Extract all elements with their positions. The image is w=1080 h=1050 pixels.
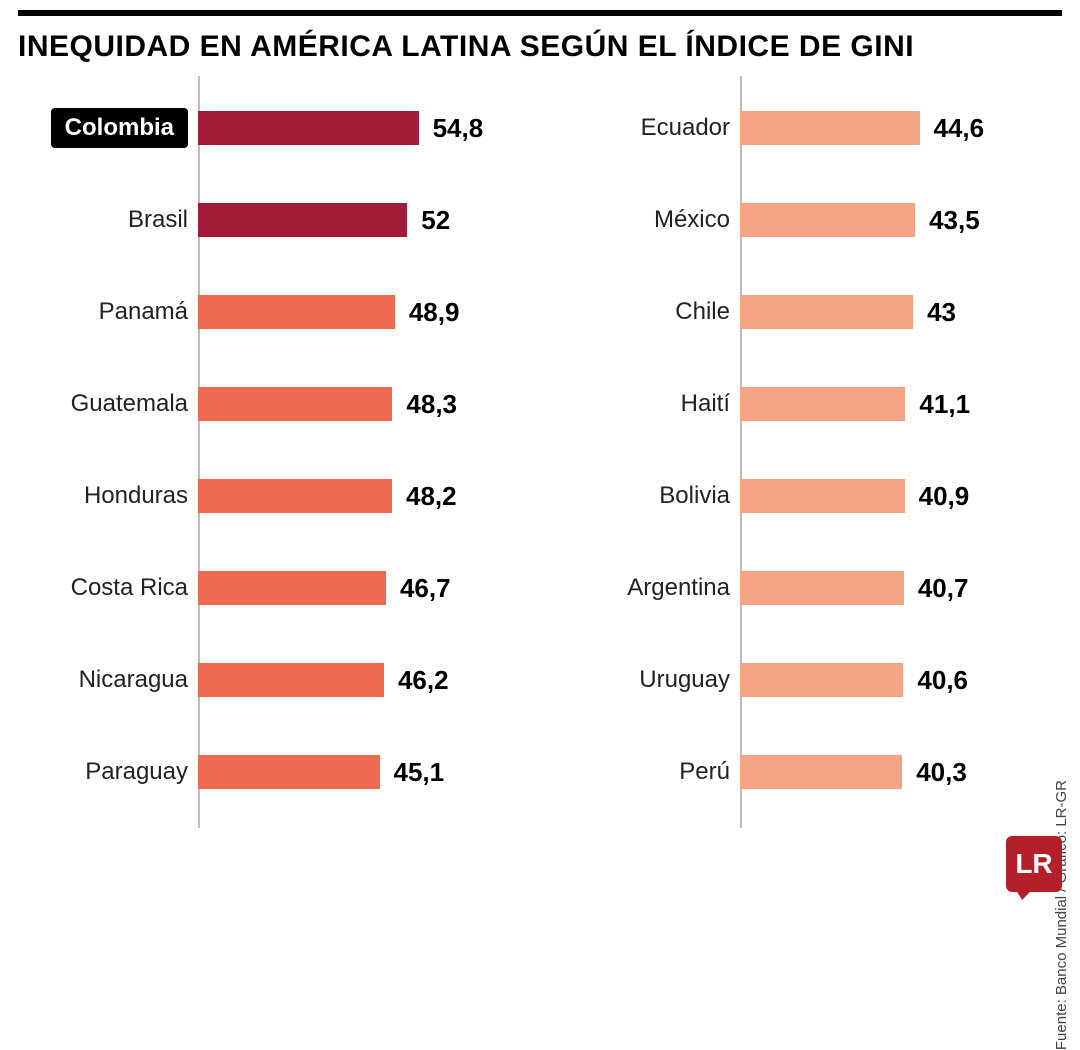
bar-row: Uruguay 40,6 bbox=[560, 634, 1062, 726]
bar-cell: 43 bbox=[740, 295, 1062, 329]
country-label: Colombia bbox=[18, 108, 198, 148]
bar-row: México 43,5 bbox=[560, 174, 1062, 266]
country-label: Guatemala bbox=[18, 390, 198, 418]
bar bbox=[198, 111, 419, 145]
bar bbox=[740, 203, 915, 237]
bar bbox=[740, 387, 905, 421]
bar-value: 46,2 bbox=[398, 665, 449, 696]
bar bbox=[740, 111, 920, 145]
country-label: Panamá bbox=[18, 298, 198, 326]
bar-value: 52 bbox=[421, 205, 450, 236]
bar-row: Panamá 48,9 bbox=[18, 266, 520, 358]
bar-value: 48,9 bbox=[409, 297, 460, 328]
bar-cell: 40,7 bbox=[740, 571, 1062, 605]
axis-tick bbox=[740, 818, 742, 828]
country-label: Honduras bbox=[18, 482, 198, 510]
bar-cell: 43,5 bbox=[740, 203, 1062, 237]
bar bbox=[198, 203, 407, 237]
bar-cell: 40,3 bbox=[740, 755, 1062, 789]
bar-value: 41,1 bbox=[919, 389, 970, 420]
bar-cell: 48,3 bbox=[198, 387, 520, 421]
bar-value: 54,8 bbox=[433, 113, 484, 144]
country-label: Argentina bbox=[560, 574, 740, 602]
bar-value: 40,3 bbox=[916, 757, 967, 788]
bar bbox=[198, 387, 392, 421]
country-label: Nicaragua bbox=[18, 666, 198, 694]
bar-cell: 54,8 bbox=[198, 111, 520, 145]
bar bbox=[198, 295, 395, 329]
bar bbox=[198, 571, 386, 605]
bar bbox=[740, 295, 913, 329]
country-label: Uruguay bbox=[560, 666, 740, 694]
country-label: Paraguay bbox=[18, 758, 198, 786]
bar-cell: 40,6 bbox=[740, 663, 1062, 697]
country-label-highlight: Colombia bbox=[51, 108, 188, 148]
bar-cell: 46,7 bbox=[198, 571, 520, 605]
bar-cell: 45,1 bbox=[198, 755, 520, 789]
bar-value: 45,1 bbox=[394, 757, 445, 788]
bar-row: Brasil 52 bbox=[18, 174, 520, 266]
bar bbox=[740, 755, 902, 789]
source-credit: Fuente: Banco Mundial / Gráfico: LR-GR bbox=[1053, 780, 1070, 1050]
bar-row: Haití 41,1 bbox=[560, 358, 1062, 450]
country-label: México bbox=[560, 206, 740, 234]
bar-row: Argentina 40,7 bbox=[560, 542, 1062, 634]
bar-cell: 41,1 bbox=[740, 387, 1062, 421]
bar bbox=[198, 663, 384, 697]
country-label: Ecuador bbox=[560, 114, 740, 142]
bar-row: Guatemala 48,3 bbox=[18, 358, 520, 450]
bar-row: Perú 40,3 bbox=[560, 726, 1062, 818]
bar bbox=[740, 479, 905, 513]
chart-column-right: Ecuador 44,6 México 43,5 Chile 43 Haití 41,1 Bol… bbox=[560, 82, 1062, 818]
bar-row: Nicaragua 46,2 bbox=[18, 634, 520, 726]
bar-value: 46,7 bbox=[400, 573, 451, 604]
chart-area: Colombia 54,8 Brasil 52 Panamá 48,9 Guatemala 4… bbox=[0, 82, 1080, 818]
bar-row: Ecuador 44,6 bbox=[560, 82, 1062, 174]
country-label: Brasil bbox=[18, 206, 198, 234]
country-label: Chile bbox=[560, 298, 740, 326]
bar-cell: 46,2 bbox=[198, 663, 520, 697]
bar-row: Chile 43 bbox=[560, 266, 1062, 358]
bar-cell: 44,6 bbox=[740, 111, 1062, 145]
chart-title: INEQUIDAD EN AMÉRICA LATINA SEGÚN EL ÍND… bbox=[0, 16, 1080, 82]
bar-value: 43,5 bbox=[929, 205, 980, 236]
publisher-logo: LR bbox=[1006, 836, 1062, 892]
bar bbox=[740, 571, 904, 605]
bar-row: Colombia 54,8 bbox=[18, 82, 520, 174]
bar-row: Honduras 48,2 bbox=[18, 450, 520, 542]
bar-cell: 40,9 bbox=[740, 479, 1062, 513]
bar-value: 40,6 bbox=[917, 665, 968, 696]
bar bbox=[740, 663, 903, 697]
bar-row: Bolivia 40,9 bbox=[560, 450, 1062, 542]
country-label: Costa Rica bbox=[18, 574, 198, 602]
bar-cell: 48,2 bbox=[198, 479, 520, 513]
bar-value: 48,2 bbox=[406, 481, 457, 512]
bar-value: 44,6 bbox=[934, 113, 985, 144]
bar bbox=[198, 755, 380, 789]
bar-row: Paraguay 45,1 bbox=[18, 726, 520, 818]
country-label: Haití bbox=[560, 390, 740, 418]
bar-value: 43 bbox=[927, 297, 956, 328]
bar bbox=[198, 479, 392, 513]
axis-tick bbox=[198, 818, 200, 828]
bar-value: 40,7 bbox=[918, 573, 969, 604]
country-label: Bolivia bbox=[560, 482, 740, 510]
bar-value: 48,3 bbox=[406, 389, 457, 420]
chart-column-left: Colombia 54,8 Brasil 52 Panamá 48,9 Guatemala 4… bbox=[18, 82, 520, 818]
bar-row: Costa Rica 46,7 bbox=[18, 542, 520, 634]
publisher-logo-text: LR bbox=[1015, 848, 1052, 880]
bar-value: 40,9 bbox=[919, 481, 970, 512]
bar-cell: 52 bbox=[198, 203, 520, 237]
bar-cell: 48,9 bbox=[198, 295, 520, 329]
country-label: Perú bbox=[560, 758, 740, 786]
